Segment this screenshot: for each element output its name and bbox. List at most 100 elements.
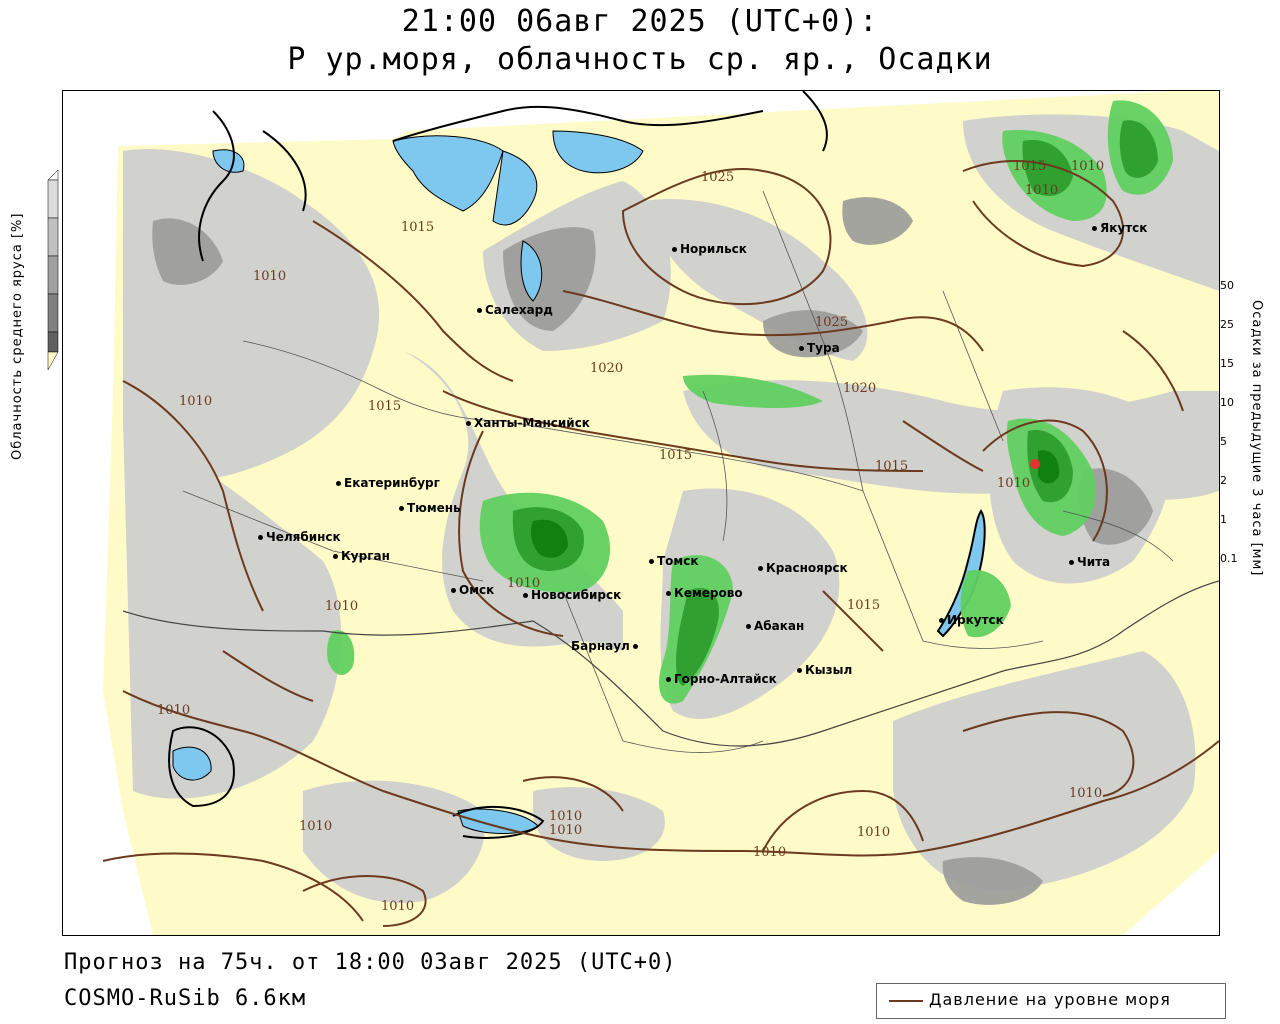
isobar-label: 1010	[157, 703, 191, 718]
isobar-label: 1010	[253, 269, 287, 284]
precip-tick-1: 1	[1220, 513, 1227, 526]
isobar-label: 1010	[857, 825, 891, 840]
city-label[interactable]: Якутск	[1092, 221, 1147, 235]
isobar-label: 1015	[1013, 159, 1047, 174]
cloud-scale-step-10	[47, 331, 59, 353]
city-marker	[466, 421, 471, 426]
city-name: Якутск	[1100, 221, 1148, 235]
city-marker	[649, 559, 654, 564]
city-marker	[799, 346, 804, 351]
city-label[interactable]: Челябинск	[258, 530, 341, 544]
city-name: Барнаул	[571, 639, 630, 653]
forecast-map[interactable]: 1025 1025 1020 1020 1015 1015 1015 1015 …	[62, 90, 1220, 936]
map-title-fields: P ур.моря, облачность ср. яр., Осадки	[287, 42, 993, 77]
city-label[interactable]: Чита	[1069, 555, 1110, 569]
city-name: Кемерово	[674, 586, 743, 600]
city-label[interactable]: Тюмень	[399, 501, 461, 515]
city-name: Горно-Алтайск	[674, 672, 777, 686]
city-marker	[672, 247, 677, 252]
city-label[interactable]: Салехард	[477, 303, 553, 317]
precip-tick-50: 50	[1220, 279, 1234, 292]
isobar-label: 1010	[507, 576, 541, 591]
city-label[interactable]: Екатеринбург	[336, 476, 440, 490]
city-marker	[333, 554, 338, 559]
forecast-info: Прогноз на 75ч. от 18:00 03авг 2025 (UTC…	[64, 950, 677, 975]
city-label[interactable]: Горно-Алтайск	[666, 672, 777, 686]
city-marker	[632, 644, 638, 649]
isobar-label: 1020	[843, 381, 877, 396]
precip-tick-5: 5	[1220, 435, 1227, 448]
precipitation-heavy	[530, 450, 1060, 558]
city-marker	[746, 624, 751, 629]
city-name: Екатеринбург	[344, 476, 440, 490]
isobar-label: 1010	[1071, 159, 1105, 174]
city-name: Чита	[1077, 555, 1111, 569]
city-name: Салехард	[485, 303, 553, 317]
city-name: Абакан	[754, 619, 805, 633]
cloud-scale-step-50	[47, 255, 59, 295]
pressure-legend-line	[889, 1000, 923, 1002]
city-label[interactable]: Кызыл	[797, 663, 852, 677]
pressure-legend-label: Давление на уровне моря	[929, 990, 1171, 1009]
city-name: Норильск	[680, 242, 747, 256]
city-marker	[666, 591, 671, 596]
city-label[interactable]: Кемерово	[666, 586, 743, 600]
city-marker	[477, 308, 482, 313]
isobar-label: 1010	[325, 599, 359, 614]
city-name: Томск	[657, 554, 699, 568]
city-label[interactable]: Курган	[333, 549, 390, 563]
isobar-label: 1010	[179, 394, 213, 409]
city-name: Красноярск	[766, 561, 848, 575]
lake-baikal	[936, 509, 986, 638]
city-name: Тура	[807, 341, 840, 355]
isobar-label: 1010	[381, 899, 415, 914]
isobar-label: 1015	[847, 598, 881, 613]
city-name: Челябинск	[266, 530, 341, 544]
isobars	[102, 160, 1219, 927]
city-marker	[399, 506, 404, 511]
isobar-label: 1010	[1069, 786, 1103, 801]
isobar-label: 1015	[401, 220, 435, 235]
city-label[interactable]: Красноярск	[758, 561, 848, 575]
precip-scale-title: Осадки за предыдущие 3 часа [мм]	[1249, 300, 1264, 577]
city-label[interactable]: Норильск	[672, 242, 747, 256]
precipitation-peak	[1030, 459, 1040, 469]
isobar-label: 1015	[875, 459, 909, 474]
precip-tick-10: 10	[1220, 396, 1234, 409]
city-marker	[1092, 226, 1097, 231]
outside-domain	[63, 91, 483, 935]
isobar-label: 1025	[815, 315, 849, 330]
cloud-scale-step-70	[47, 217, 59, 257]
city-label[interactable]: Омск	[451, 583, 494, 597]
city-label[interactable]: Томск	[649, 554, 699, 568]
isobar-label: 1020	[590, 361, 624, 376]
city-label[interactable]: Барнаул	[571, 639, 641, 653]
city-label[interactable]: Тура	[799, 341, 840, 355]
city-marker	[336, 481, 341, 486]
city-label[interactable]: Ханты-Мансийск	[466, 416, 590, 430]
city-label[interactable]: Новосибирск	[523, 588, 621, 602]
map-canvas	[63, 91, 1219, 935]
city-name: Ханты-Мансийск	[474, 416, 590, 430]
cloud-scale-step-90	[47, 179, 59, 219]
city-label[interactable]: Иркутск	[939, 613, 1004, 627]
city-marker	[523, 593, 528, 598]
precip-tick-0.1: 0.1	[1220, 552, 1238, 565]
pressure-legend: Давление на уровне моря	[876, 983, 1226, 1019]
isobar-label: 1025	[701, 170, 735, 185]
cloud-scale-step-30	[47, 293, 59, 333]
isobar-label: 1010	[1025, 183, 1059, 198]
model-name: COSMO-RuSib 6.6км	[64, 986, 307, 1011]
city-name: Курган	[341, 549, 390, 563]
region-borders	[182, 190, 1174, 753]
precip-tick-2: 2	[1220, 474, 1227, 487]
cloud-scale-bar	[47, 170, 59, 371]
precip-tick-15: 15	[1220, 357, 1234, 370]
isobar-label: 1015	[659, 448, 693, 463]
map-title-time: 21:00 06авг 2025 (UTC+0):	[401, 4, 879, 39]
coastline	[168, 91, 828, 839]
city-marker	[1069, 560, 1074, 565]
city-name: Омск	[459, 583, 495, 597]
city-label[interactable]: Абакан	[746, 619, 804, 633]
city-marker	[758, 566, 763, 571]
